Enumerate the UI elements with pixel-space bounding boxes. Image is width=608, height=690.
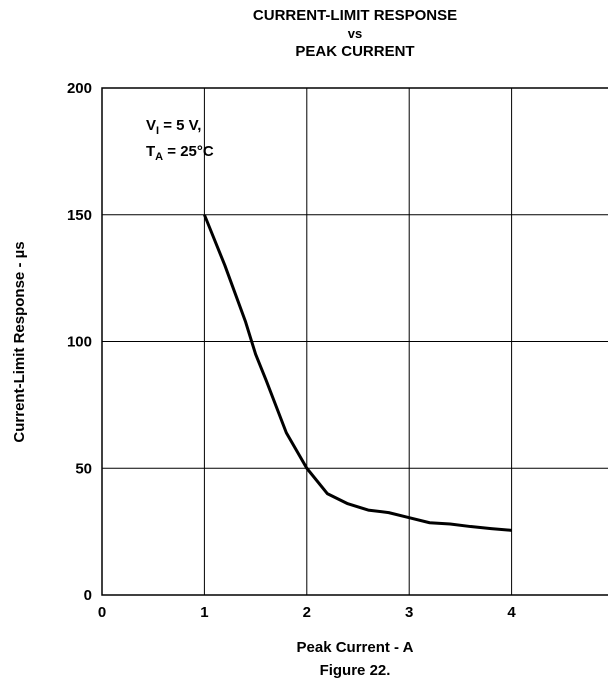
x-axis-label: Peak Current - A [297,639,414,656]
annotation-part: A [155,151,163,163]
y-tick-label: 200 [67,80,92,97]
chart-title: vs [348,26,362,41]
y-tick-label: 50 [75,460,92,477]
chart-title: CURRENT-LIMIT RESPONSE [253,7,457,24]
annotation-part: I [156,125,159,137]
annotation: TA = 25°C [146,143,214,163]
x-tick-label: 3 [405,604,413,621]
y-axis-label: Current-Limit Response - µs [11,241,28,442]
x-tick-label: 0 [98,604,106,621]
caption: Figure 22. [320,662,391,679]
annotation-part: = 25°C [163,143,214,160]
x-tick-label: 2 [303,604,311,621]
data-line [203,214,512,532]
plot-frame [101,87,608,596]
annotation: VI = 5 V, [146,117,201,137]
y-tick-label: 100 [67,334,92,351]
x-tick-label: 4 [507,604,516,621]
annotation-part: = 5 V, [159,117,201,134]
y-tick-label: 150 [67,207,92,224]
annotation-part: T [146,143,155,160]
y-tick-label: 0 [84,587,92,604]
chart-title: PEAK CURRENT [295,43,414,60]
annotation-part: V [146,117,156,134]
x-tick-label: 1 [200,604,208,621]
